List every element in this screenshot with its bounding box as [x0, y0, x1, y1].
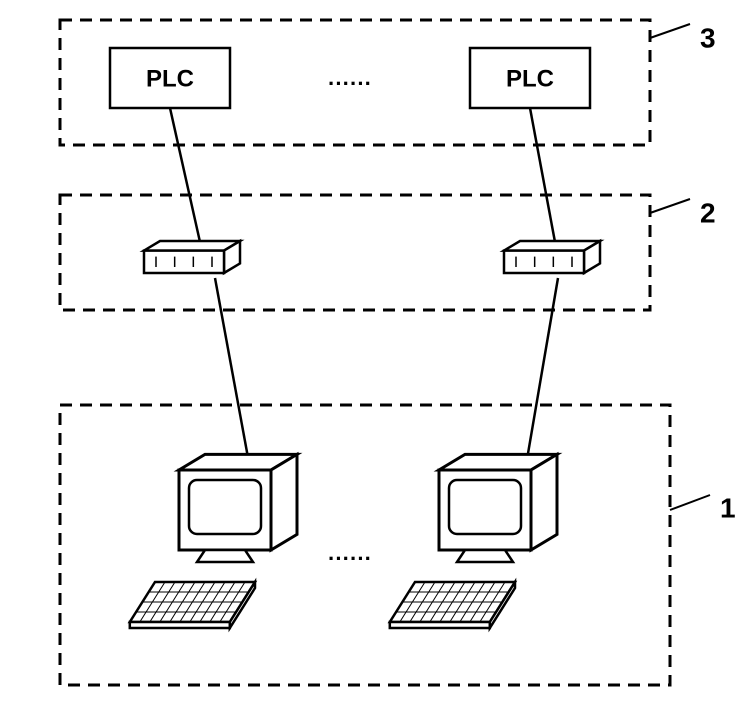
pc-ellipsis: ······ — [328, 546, 372, 571]
leader-line-1 — [670, 495, 710, 510]
layer-label-1: 1 — [720, 492, 736, 523]
plc-ellipsis: ······ — [328, 71, 372, 96]
leader-line-3 — [650, 24, 690, 38]
plc-label-1: PLC — [506, 65, 554, 92]
edge-1 — [530, 108, 555, 242]
plc-label-0: PLC — [146, 65, 194, 92]
layer-label-2: 2 — [700, 197, 716, 228]
monitor-1 — [439, 454, 557, 562]
leader-line-2 — [650, 199, 690, 213]
edge-0 — [170, 108, 200, 242]
diagram-canvas: 3 2 1 PLC PLC ······ ······ — [0, 0, 741, 719]
keyboard-0 — [130, 582, 255, 628]
keyboard-1 — [390, 582, 515, 628]
monitor-0 — [179, 454, 297, 562]
switch-0 — [144, 241, 240, 273]
switch-1 — [504, 241, 600, 273]
layer-label-3: 3 — [700, 22, 716, 53]
